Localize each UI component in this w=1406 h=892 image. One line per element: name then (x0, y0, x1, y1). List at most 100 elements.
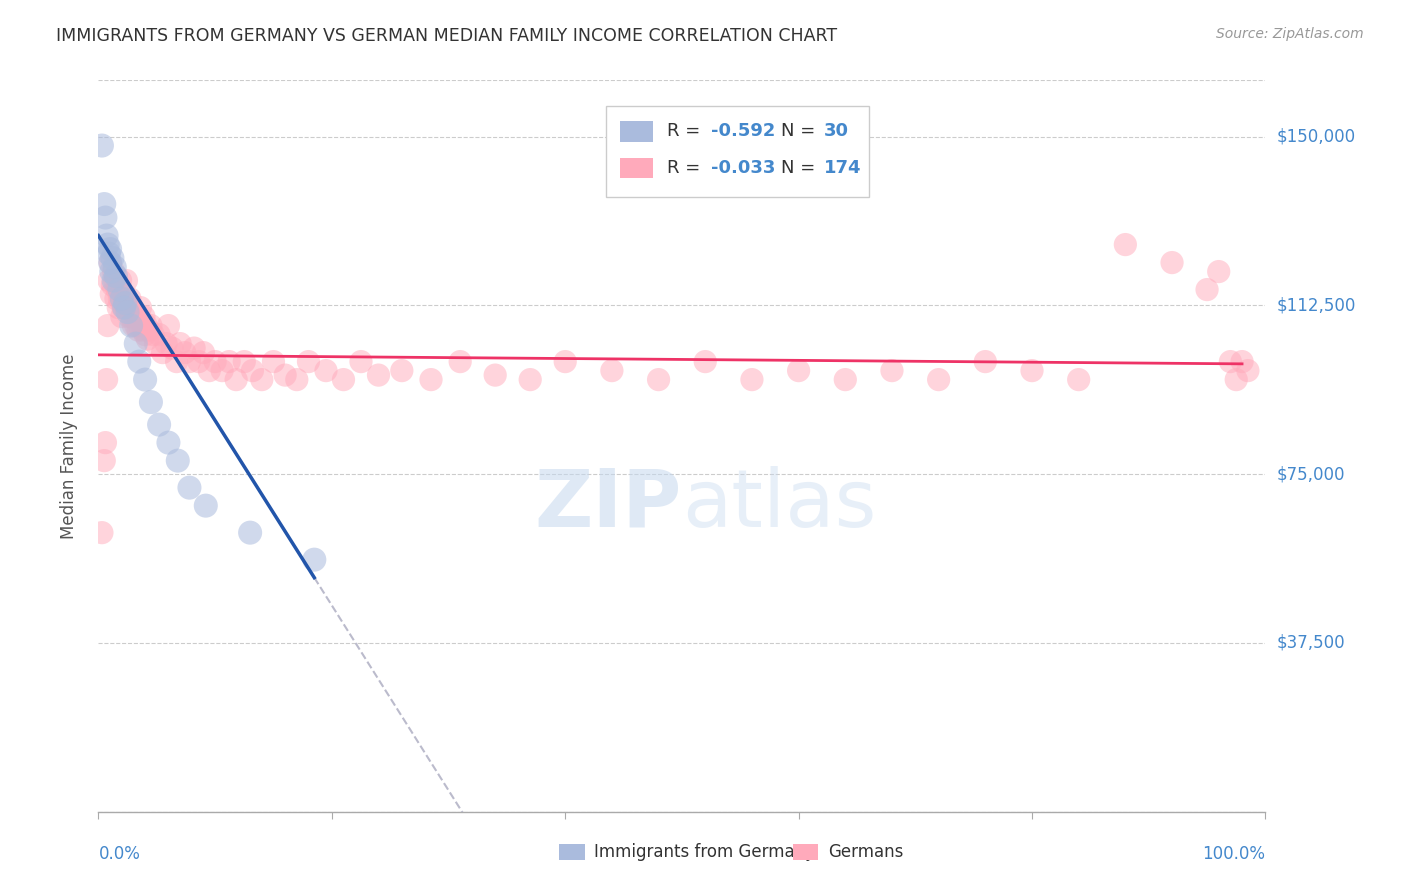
Point (187, 354, 209, 368)
Point (1219, 354, 1241, 368)
Point (152, 345, 174, 359)
Point (148, 327, 170, 342)
Point (787, 363, 810, 377)
Point (173, 345, 195, 359)
Text: N =: N = (782, 122, 821, 140)
Point (128, 354, 150, 368)
Point (211, 363, 233, 377)
Point (93, 197, 115, 211)
Point (94, 435, 117, 450)
Point (225, 373, 247, 387)
Point (218, 354, 240, 368)
Point (90, 138, 112, 153)
Point (97, 318, 120, 333)
Point (741, 373, 763, 387)
Point (834, 373, 856, 387)
Bar (606, 106, 869, 197)
Point (117, 305, 139, 319)
Point (1208, 264, 1230, 278)
Point (100, 264, 122, 278)
Point (695, 354, 717, 368)
Point (304, 552, 326, 566)
Point (139, 395, 162, 409)
Point (101, 251, 124, 265)
Point (139, 318, 162, 333)
Point (166, 354, 188, 368)
Point (93, 453, 115, 467)
Point (97, 274, 120, 288)
Point (647, 373, 669, 387)
Bar (560, 844, 585, 860)
Text: $150,000: $150,000 (1277, 128, 1355, 145)
Point (1237, 363, 1260, 377)
Point (519, 373, 541, 387)
Point (1161, 255, 1184, 269)
Point (98, 255, 121, 269)
Text: Source: ZipAtlas.com: Source: ZipAtlas.com (1216, 27, 1364, 41)
Bar (620, 158, 652, 178)
Point (97, 246, 120, 260)
Point (449, 354, 471, 368)
Point (129, 301, 152, 315)
Point (125, 310, 148, 324)
Point (157, 318, 180, 333)
Text: -0.592: -0.592 (711, 122, 776, 140)
Point (117, 296, 139, 310)
Text: 30: 30 (824, 122, 849, 140)
Point (98, 255, 121, 269)
Point (155, 336, 177, 351)
Point (166, 453, 188, 467)
Text: 100.0%: 100.0% (1202, 845, 1265, 863)
Point (120, 310, 142, 324)
Point (111, 292, 134, 306)
Text: R =: R = (666, 159, 706, 177)
Point (103, 274, 125, 288)
Point (274, 368, 297, 383)
Point (239, 525, 262, 540)
Point (1021, 363, 1043, 377)
Point (242, 363, 264, 377)
Point (114, 301, 136, 315)
Text: $75,000: $75,000 (1277, 465, 1346, 483)
Point (111, 301, 134, 315)
Point (198, 363, 221, 377)
Point (134, 327, 156, 342)
Point (104, 292, 127, 306)
Point (118, 292, 141, 306)
Point (367, 368, 389, 383)
Point (112, 301, 135, 315)
Point (204, 354, 226, 368)
Point (98, 242, 121, 256)
Point (135, 318, 157, 333)
Point (96, 228, 118, 243)
Point (148, 417, 170, 432)
Point (115, 274, 138, 288)
Point (297, 354, 319, 368)
Point (121, 301, 143, 315)
Text: R =: R = (666, 122, 706, 140)
Point (350, 354, 373, 368)
Point (108, 283, 131, 297)
Point (100, 287, 122, 301)
Point (285, 373, 308, 387)
Point (1230, 354, 1253, 368)
Point (179, 481, 201, 495)
Point (233, 354, 256, 368)
Point (600, 363, 623, 377)
Point (103, 264, 125, 278)
Point (169, 336, 191, 351)
Point (145, 336, 167, 351)
Text: IMMIGRANTS FROM GERMANY VS GERMAN MEDIAN FAMILY INCOME CORRELATION CHART: IMMIGRANTS FROM GERMANY VS GERMAN MEDIAN… (56, 27, 838, 45)
Point (128, 318, 150, 333)
Point (132, 310, 155, 324)
Point (104, 274, 127, 288)
Point (1195, 283, 1218, 297)
Point (107, 301, 129, 315)
Point (134, 373, 156, 387)
Text: N =: N = (782, 159, 821, 177)
Point (420, 373, 443, 387)
Bar (620, 121, 652, 142)
Text: ZIP: ZIP (534, 466, 682, 543)
Point (108, 292, 131, 306)
Point (104, 260, 127, 274)
